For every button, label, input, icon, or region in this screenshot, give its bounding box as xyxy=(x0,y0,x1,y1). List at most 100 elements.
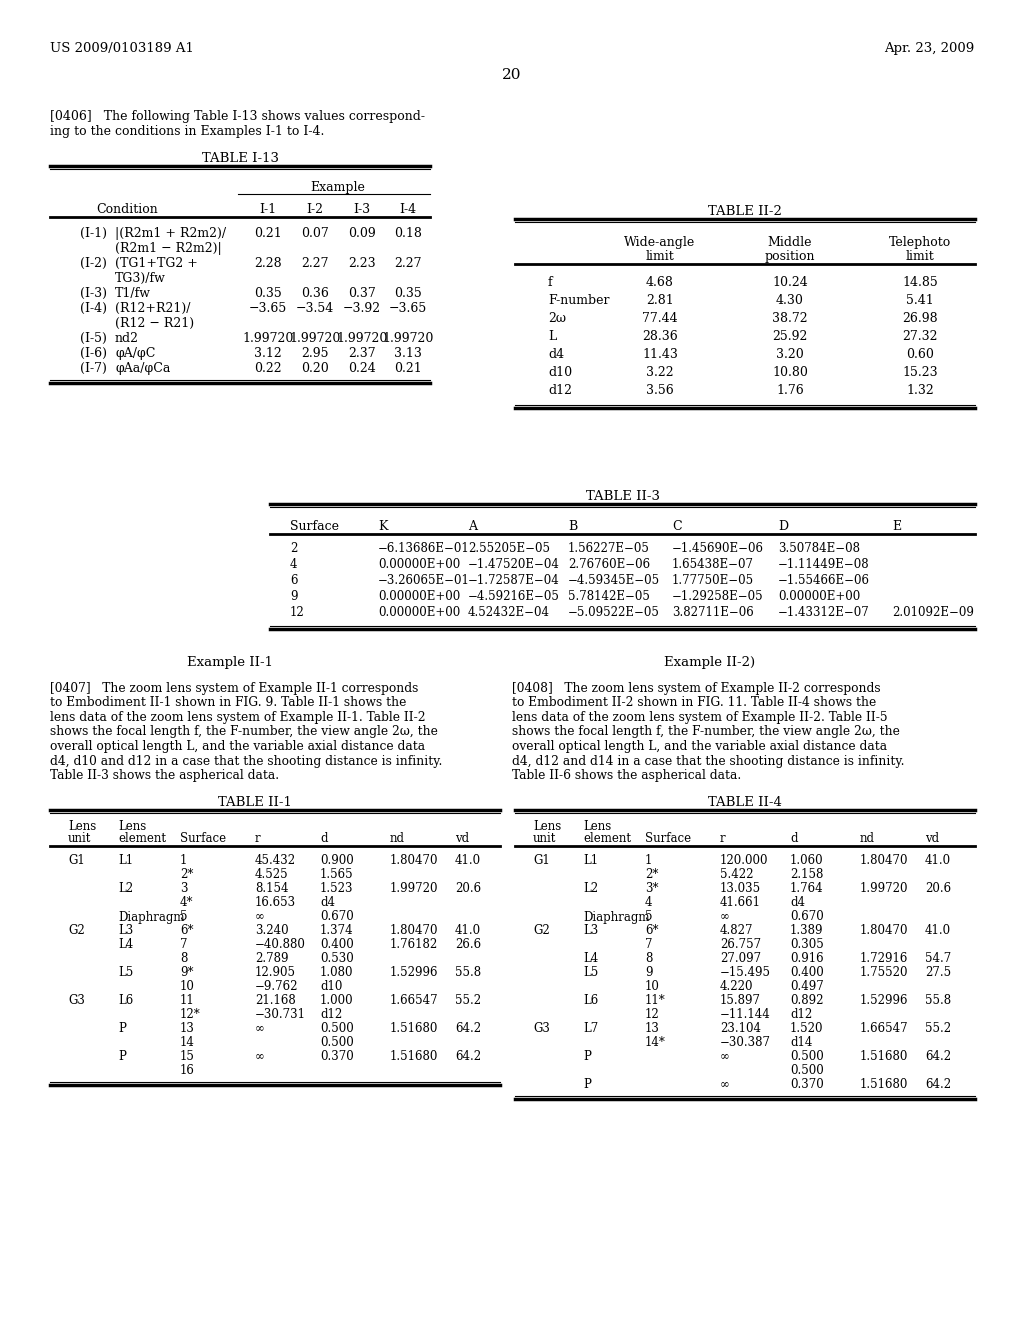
Text: L3: L3 xyxy=(118,924,133,937)
Text: ing to the conditions in Examples I-1 to I-4.: ing to the conditions in Examples I-1 to… xyxy=(50,125,325,139)
Text: 0.500: 0.500 xyxy=(790,1051,823,1064)
Text: 1.80470: 1.80470 xyxy=(390,924,438,937)
Text: 0.00000E+00: 0.00000E+00 xyxy=(778,590,860,603)
Text: 10.80: 10.80 xyxy=(772,366,808,379)
Text: −3.26065E−01: −3.26065E−01 xyxy=(378,574,470,587)
Text: L4: L4 xyxy=(118,939,133,952)
Text: (I-4): (I-4) xyxy=(80,302,106,315)
Text: −4.59216E−05: −4.59216E−05 xyxy=(468,590,560,603)
Text: d10: d10 xyxy=(319,981,342,994)
Text: d4: d4 xyxy=(319,896,335,909)
Text: 38.72: 38.72 xyxy=(772,312,808,325)
Text: 12: 12 xyxy=(645,1008,659,1022)
Text: US 2009/0103189 A1: US 2009/0103189 A1 xyxy=(50,42,194,55)
Text: 2.27: 2.27 xyxy=(301,257,329,271)
Text: 0.00000E+00: 0.00000E+00 xyxy=(378,606,460,619)
Text: 3.50784E−08: 3.50784E−08 xyxy=(778,543,860,554)
Text: 27.097: 27.097 xyxy=(720,953,761,965)
Text: 20.6: 20.6 xyxy=(455,883,481,895)
Text: 2.27: 2.27 xyxy=(394,257,422,271)
Text: 1.520: 1.520 xyxy=(790,1023,823,1035)
Text: unit: unit xyxy=(68,833,91,846)
Text: Wide-angle: Wide-angle xyxy=(625,236,695,249)
Text: ∞: ∞ xyxy=(255,1023,265,1035)
Text: L1: L1 xyxy=(118,854,133,867)
Text: vd: vd xyxy=(925,833,939,846)
Text: T1/fw: T1/fw xyxy=(115,286,151,300)
Text: Example II-2): Example II-2) xyxy=(665,656,756,669)
Text: 26.6: 26.6 xyxy=(455,939,481,952)
Text: G2: G2 xyxy=(534,924,550,937)
Text: 1.764: 1.764 xyxy=(790,883,823,895)
Text: 1.060: 1.060 xyxy=(790,854,823,867)
Text: 1.99720: 1.99720 xyxy=(390,883,438,895)
Text: 4.525: 4.525 xyxy=(255,869,289,882)
Text: 2.55205E−05: 2.55205E−05 xyxy=(468,543,550,554)
Text: φA/φC: φA/φC xyxy=(115,347,156,360)
Text: 6: 6 xyxy=(290,574,298,587)
Text: 0.09: 0.09 xyxy=(348,227,376,240)
Text: 4: 4 xyxy=(290,558,298,572)
Text: 26.98: 26.98 xyxy=(902,312,938,325)
Text: 0.892: 0.892 xyxy=(790,994,823,1007)
Text: (I-2): (I-2) xyxy=(80,257,106,271)
Text: 1.32: 1.32 xyxy=(906,384,934,397)
Text: TABLE II-2: TABLE II-2 xyxy=(708,205,782,218)
Text: 0.497: 0.497 xyxy=(790,981,823,994)
Text: 1.080: 1.080 xyxy=(319,966,353,979)
Text: (I-1): (I-1) xyxy=(80,227,106,240)
Text: 0.60: 0.60 xyxy=(906,348,934,360)
Text: 8: 8 xyxy=(180,953,187,965)
Text: 9: 9 xyxy=(645,966,652,979)
Text: position: position xyxy=(765,249,815,263)
Text: 6*: 6* xyxy=(180,924,194,937)
Text: d14: d14 xyxy=(790,1036,812,1049)
Text: −1.55466E−06: −1.55466E−06 xyxy=(778,574,870,587)
Text: d: d xyxy=(790,833,798,846)
Text: 45.432: 45.432 xyxy=(255,854,296,867)
Text: TABLE I-13: TABLE I-13 xyxy=(202,152,279,165)
Text: 3.13: 3.13 xyxy=(394,347,422,360)
Text: 7: 7 xyxy=(645,939,652,952)
Text: 64.2: 64.2 xyxy=(455,1023,481,1035)
Text: Telephoto: Telephoto xyxy=(889,236,951,249)
Text: Lens: Lens xyxy=(68,821,96,833)
Text: Lens: Lens xyxy=(534,821,561,833)
Text: 1.76182: 1.76182 xyxy=(390,939,438,952)
Text: 5: 5 xyxy=(180,911,187,924)
Text: Example: Example xyxy=(310,181,366,194)
Text: 21.168: 21.168 xyxy=(255,994,296,1007)
Text: −40.880: −40.880 xyxy=(255,939,306,952)
Text: 0.24: 0.24 xyxy=(348,362,376,375)
Text: 1.99720: 1.99720 xyxy=(243,333,294,345)
Text: 1.77750E−05: 1.77750E−05 xyxy=(672,574,754,587)
Text: 9*: 9* xyxy=(180,966,194,979)
Text: 14.85: 14.85 xyxy=(902,276,938,289)
Text: 27.32: 27.32 xyxy=(902,330,938,343)
Text: I-4: I-4 xyxy=(399,203,417,216)
Text: P: P xyxy=(118,1023,126,1035)
Text: L5: L5 xyxy=(118,966,133,979)
Text: [0407]   The zoom lens system of Example II-1 corresponds: [0407] The zoom lens system of Example I… xyxy=(50,682,419,696)
Text: L6: L6 xyxy=(583,994,598,1007)
Text: 3*: 3* xyxy=(645,883,658,895)
Text: 41.0: 41.0 xyxy=(455,924,481,937)
Text: 1.75520: 1.75520 xyxy=(860,966,908,979)
Text: 1.52996: 1.52996 xyxy=(860,994,908,1007)
Text: −1.45690E−06: −1.45690E−06 xyxy=(672,543,764,554)
Text: (I-6): (I-6) xyxy=(80,347,106,360)
Text: C: C xyxy=(672,520,682,533)
Text: L4: L4 xyxy=(583,953,598,965)
Text: 1.000: 1.000 xyxy=(319,994,353,1007)
Text: 55.8: 55.8 xyxy=(925,994,951,1007)
Text: E: E xyxy=(892,520,901,533)
Text: −1.47520E−04: −1.47520E−04 xyxy=(468,558,560,572)
Text: G3: G3 xyxy=(68,994,85,1007)
Text: 12.905: 12.905 xyxy=(255,966,296,979)
Text: 0.670: 0.670 xyxy=(319,911,353,924)
Text: L2: L2 xyxy=(118,883,133,895)
Text: 1.66547: 1.66547 xyxy=(390,994,438,1007)
Text: TG3)/fw: TG3)/fw xyxy=(115,272,166,285)
Text: 13: 13 xyxy=(180,1023,195,1035)
Text: 13.035: 13.035 xyxy=(720,883,761,895)
